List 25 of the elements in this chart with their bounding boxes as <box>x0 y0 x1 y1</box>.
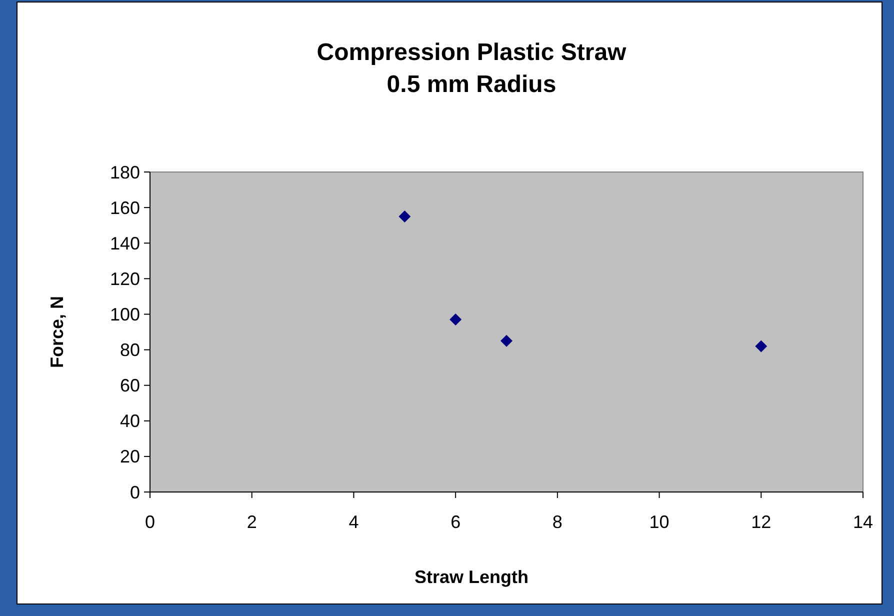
x-tick-label: 8 <box>552 512 562 532</box>
y-tick-label: 80 <box>120 340 140 360</box>
y-tick-label: 140 <box>110 233 140 254</box>
x-tick-label: 6 <box>450 512 461 532</box>
x-tick-label: 2 <box>246 512 257 532</box>
y-axis-title: Force, N <box>47 296 67 368</box>
point <box>500 334 512 347</box>
x-tick-label: 12 <box>751 512 772 532</box>
point <box>450 314 462 326</box>
point <box>755 340 768 352</box>
y-tick-label: 60 <box>120 376 140 396</box>
y-tick-label: 40 <box>120 411 140 432</box>
y-tick-label: 160 <box>110 198 140 218</box>
y-tick-label: 0 <box>130 482 140 502</box>
x-tick-label: 10 <box>649 512 670 532</box>
y-tick-label: 100 <box>110 304 140 325</box>
y-tick-label: 180 <box>110 162 140 182</box>
point <box>398 210 411 222</box>
chart-title: Compression Plastic Straw 0.5 mm Radius <box>316 39 627 98</box>
x-axis-title: Straw Length <box>414 567 529 587</box>
x-tick-label: 0 <box>144 512 156 532</box>
x-tick-label: 4 <box>348 512 359 532</box>
y-tick-label: 120 <box>110 268 140 289</box>
x-tick-label: 14 <box>852 512 874 532</box>
y-tick-label: 20 <box>120 446 140 467</box>
